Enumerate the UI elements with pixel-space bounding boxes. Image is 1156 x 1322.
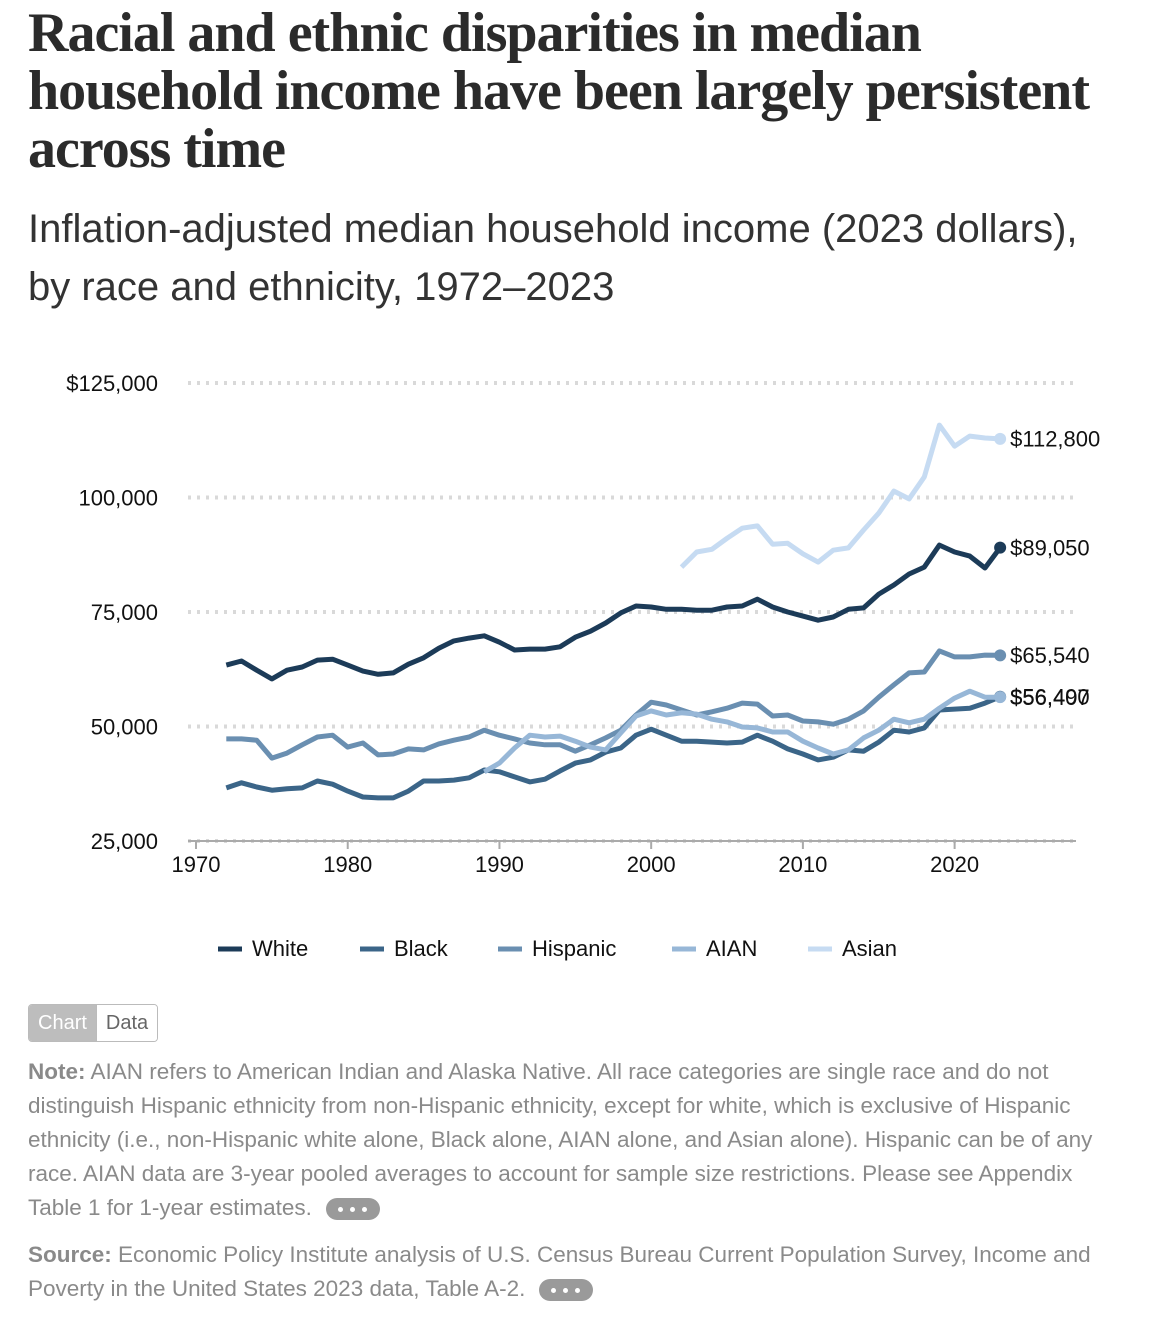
source-text: Economic Policy Institute analysis of U.… bbox=[28, 1242, 1091, 1301]
x-tick-label: 1980 bbox=[323, 852, 372, 877]
more-button[interactable] bbox=[539, 1279, 594, 1302]
x-tick-label: 2020 bbox=[930, 852, 979, 877]
source: Source: Economic Policy Institute analys… bbox=[28, 1238, 1128, 1306]
x-tick-label: 1970 bbox=[172, 852, 221, 877]
more-button[interactable] bbox=[325, 1198, 380, 1221]
y-tick-label: 100,000 bbox=[78, 485, 158, 510]
end-label: $56,490 bbox=[1010, 685, 1090, 710]
view-toggle: Chart Data bbox=[28, 1004, 159, 1042]
series-line bbox=[225, 694, 1002, 801]
end-point bbox=[994, 649, 1007, 662]
y-tick-label: 25,000 bbox=[91, 829, 158, 854]
end-point bbox=[994, 541, 1007, 554]
legend-label: Asian bbox=[842, 936, 897, 961]
end-point bbox=[994, 432, 1007, 445]
chart-title: Racial and ethnic disparities in median … bbox=[28, 2, 1090, 180]
x-tick-label: 2000 bbox=[627, 852, 676, 877]
chart-tab[interactable]: Chart bbox=[29, 1005, 96, 1041]
chart: $125,000 100,000 75,000 50,000 25,000 1970 198… bbox=[66, 371, 1100, 961]
series-line bbox=[225, 542, 1003, 682]
end-label: $112,800 bbox=[1010, 427, 1100, 452]
note-label: Note: bbox=[28, 1059, 86, 1084]
note: Note: AIAN refers to American Indian and… bbox=[28, 1055, 1128, 1225]
series-line bbox=[226, 648, 1001, 761]
y-tick-label: 50,000 bbox=[91, 714, 158, 739]
note-text: AIAN refers to American Indian and Alask… bbox=[28, 1059, 1093, 1220]
y-tick-label: $125,000 bbox=[66, 371, 158, 396]
legend-label: AIAN bbox=[706, 936, 757, 961]
end-label: $89,050 bbox=[1010, 535, 1090, 560]
legend-label: Hispanic bbox=[532, 936, 616, 961]
x-tick-label: 2010 bbox=[778, 852, 827, 877]
y-tick-label: 75,000 bbox=[91, 600, 158, 625]
series-line bbox=[483, 688, 1001, 774]
legend-label: Black bbox=[394, 936, 449, 961]
data-tab[interactable]: Data bbox=[95, 1005, 158, 1041]
x-tick-label: 1990 bbox=[475, 852, 524, 877]
end-label: $65,540 bbox=[1010, 643, 1090, 668]
source-label: Source: bbox=[28, 1242, 112, 1267]
end-label: $56,407 bbox=[1010, 685, 1090, 710]
end-point bbox=[994, 691, 1007, 704]
legend-label: White bbox=[252, 936, 308, 961]
chart-subtitle: Inflation-adjusted median household inco… bbox=[28, 207, 1078, 309]
series-line bbox=[679, 422, 1001, 569]
